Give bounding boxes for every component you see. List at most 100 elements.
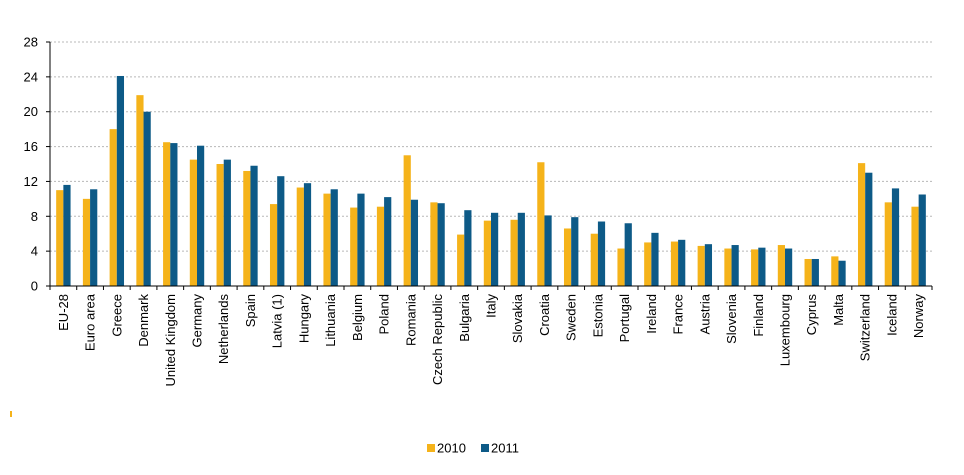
y-axis-ticks: 0 4 8 12 16 20 24 28 (24, 35, 50, 294)
legend: 2010 2011 (427, 441, 519, 456)
bar-2011 (464, 210, 472, 286)
bar-2011 (678, 239, 686, 286)
bar-2011 (544, 215, 552, 286)
bar-2011 (838, 260, 846, 286)
bar-2011 (758, 247, 766, 286)
x-tick-label: Greece (109, 294, 124, 337)
x-tick-label: Slovakia (510, 293, 525, 343)
bar-2010 (617, 248, 625, 286)
bar-2010 (376, 206, 385, 286)
bar-2011 (250, 165, 258, 286)
bar-2010 (56, 190, 64, 286)
bar-2010 (189, 159, 197, 286)
bar-2011 (303, 183, 312, 286)
x-tick-label: Estonia (590, 293, 605, 337)
x-tick-label: France (671, 294, 686, 334)
legend-label-2011: 2011 (491, 441, 519, 456)
x-tick-label: Denmark (136, 294, 151, 347)
bar-2010 (323, 193, 331, 286)
bar-2011 (143, 111, 151, 286)
legend-label-2010: 2010 (437, 441, 466, 456)
bar-2011 (410, 199, 419, 286)
bar-2010 (644, 242, 652, 286)
y-tick-label: 16 (24, 139, 38, 154)
bars (56, 75, 926, 287)
bar-2011 (63, 184, 71, 286)
bar-2010 (751, 249, 759, 286)
bar-2010 (670, 241, 679, 286)
bar-2010 (403, 155, 411, 286)
bar-2010 (831, 256, 839, 286)
x-tick-label: Austria (697, 293, 712, 334)
x-tick-label: Luxembourg (778, 294, 793, 366)
x-tick-label: Portugal (617, 294, 632, 343)
bar-2011 (384, 197, 392, 286)
bar-2011 (116, 75, 125, 286)
y-tick-label: 0 (31, 279, 38, 294)
y-tick-label: 8 (31, 209, 38, 224)
x-tick-label: Norway (911, 294, 926, 339)
orange-mark (10, 411, 12, 417)
y-tick-label: 12 (24, 174, 38, 189)
y-tick-label: 28 (24, 35, 38, 50)
x-tick-label: Iceland (884, 294, 899, 336)
x-tick-label: Euro area (83, 293, 98, 351)
bar-2010 (269, 204, 278, 286)
bar-2011 (651, 232, 659, 286)
bar-2011 (357, 193, 365, 286)
bar-2010 (216, 164, 224, 286)
x-tick-label: Ireland (644, 294, 659, 334)
x-tick-label: United Kingdom (163, 294, 178, 387)
bar-2010 (857, 163, 866, 286)
bar-2011 (170, 143, 178, 286)
x-tick-label: Switzerland (858, 294, 873, 361)
bar-2010 (430, 202, 438, 286)
bar-2010 (777, 245, 785, 286)
x-axis-labels: EU-28 Euro area Greece Denmark United Kingdo… (49, 286, 933, 387)
bar-2011 (624, 223, 632, 286)
bar-2010 (590, 233, 598, 286)
bar-2011 (197, 145, 205, 286)
x-tick-label: Belgium (350, 294, 365, 341)
bar-2010 (243, 170, 251, 286)
bar-2010 (82, 198, 91, 286)
legend-swatch-2010 (427, 444, 435, 452)
x-tick-label: Hungary (296, 294, 311, 344)
bar-2010 (109, 129, 117, 286)
bar-2011 (704, 244, 713, 286)
bar-2011 (277, 176, 285, 286)
x-tick-label: Slovenia (724, 293, 739, 344)
y-tick-label: 20 (24, 104, 38, 119)
bar-2010 (457, 234, 465, 286)
bar-2011 (437, 203, 445, 286)
y-tick-label: 24 (24, 69, 38, 84)
bar-2010 (350, 207, 358, 286)
x-tick-label: Bulgaria (457, 293, 472, 341)
bar-2011 (918, 194, 926, 286)
bar-2011 (865, 172, 873, 286)
bar-2010 (884, 202, 892, 286)
x-tick-label: Latvia (1) (270, 294, 285, 348)
bar-2011 (223, 159, 231, 286)
x-tick-label: Germany (190, 294, 205, 348)
bar-2011 (90, 189, 98, 286)
x-tick-label: Netherlands (216, 294, 231, 365)
bar-2010 (163, 142, 171, 286)
legend-swatch-2011 (481, 444, 489, 452)
x-tick-label: Croatia (537, 293, 552, 336)
x-tick-label: Romania (403, 293, 418, 346)
bar-2010 (483, 220, 491, 286)
bar-2010 (911, 206, 919, 286)
bar-2010 (510, 219, 518, 286)
bar-2010 (563, 228, 572, 286)
x-tick-label: EU-28 (56, 294, 71, 331)
bar-2011 (571, 217, 579, 286)
x-tick-label: Sweden (564, 294, 579, 341)
bar-2011 (731, 245, 739, 286)
x-tick-label: Cyprus (804, 294, 819, 336)
x-tick-label: Lithuania (323, 293, 338, 347)
bar-2011 (811, 258, 819, 286)
bar-2010 (537, 162, 545, 286)
bar-2011 (891, 188, 900, 286)
